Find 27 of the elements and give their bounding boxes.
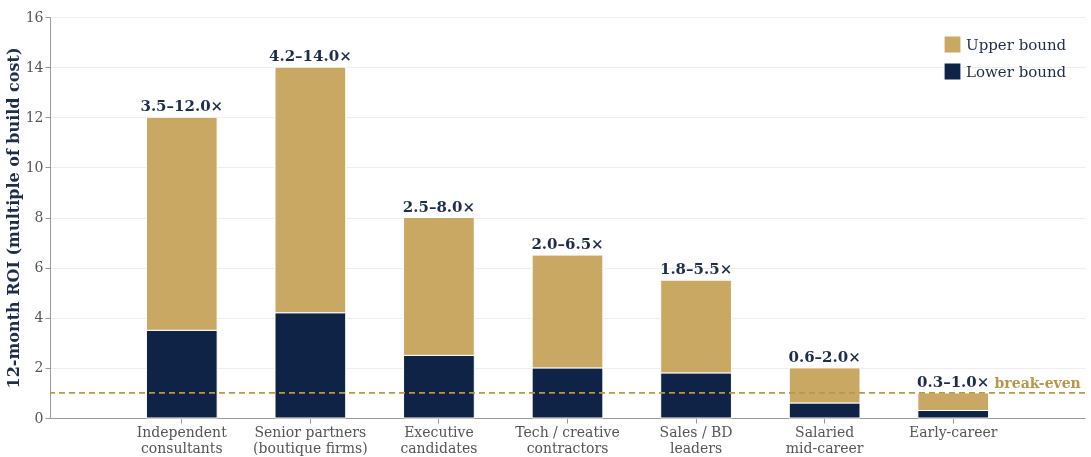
y-tick-label: 0	[34, 409, 44, 426]
total-label: 3.5–12.0×	[140, 97, 224, 116]
x-tick-label: Senior partners (boutique firms)	[253, 423, 368, 456]
y-tick-label: 4	[34, 309, 44, 326]
y-tick-label: 6	[34, 259, 44, 276]
total-label: 2.0–6.5×	[531, 235, 604, 254]
total-label: 0.6–2.0×	[788, 347, 861, 366]
ref-line-label: break-even	[994, 374, 1081, 391]
total-label: 2.5–8.0×	[402, 197, 476, 216]
y-axis-title: 12-month ROI (multiple of build cost)	[3, 47, 23, 389]
x-tick-label: Independent consultants	[136, 423, 228, 456]
y-tick-label: 10	[25, 158, 44, 175]
legend-label: Lower bound	[966, 62, 1067, 81]
y-tick-label: 8	[34, 209, 44, 225]
y-tick-label: 12	[25, 108, 44, 125]
y-tick-label: 16	[25, 8, 44, 25]
y-tick-label: 2	[34, 359, 44, 376]
total-label: 4.2–14.0×	[269, 47, 352, 66]
x-tick-label: Early-career	[908, 423, 998, 440]
x-tick-label: Tech / creative contractors	[515, 423, 620, 456]
legend-label: Upper bound	[966, 35, 1067, 54]
total-label: 1.8–5.5×	[659, 260, 733, 279]
total-label: 0.3–1.0×	[917, 372, 990, 391]
x-tick-label: Salaried mid-career	[785, 423, 864, 456]
x-tick-label: Executive candidates	[400, 423, 478, 456]
x-tick-label: Sales / BD leaders	[659, 423, 733, 456]
y-tick-label: 14	[25, 58, 44, 75]
